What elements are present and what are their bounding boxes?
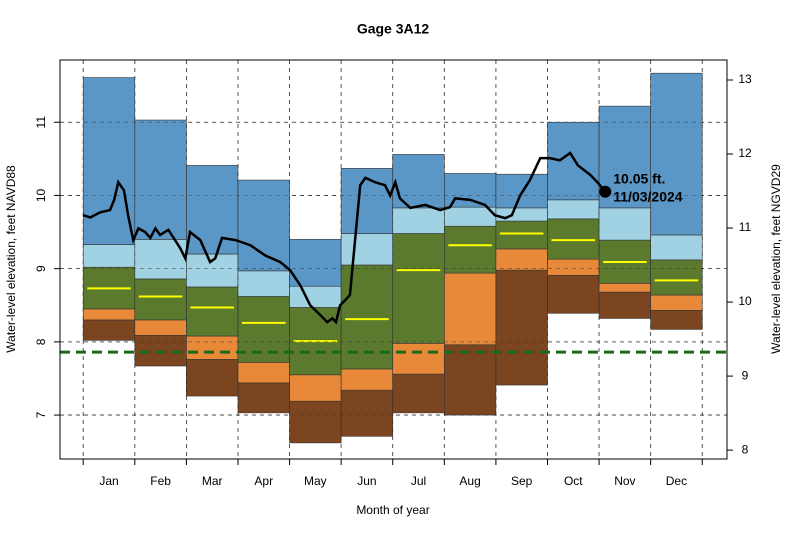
x-tick-label: Mar [202,474,223,488]
percentile-band [289,285,342,308]
y-tick-label: 10 [34,188,48,202]
percentile-band [547,274,600,314]
plot-area: 10.05 ft. 11/03/2024 7 8 9 10 11 8 9 10 11 12 13 Jan F… [34,59,752,488]
percentile-band [237,382,290,414]
percentile-band [392,373,445,414]
x-tick-label: Oct [564,474,583,488]
y2-tick-label: 11 [739,220,752,234]
x-tick-label: Jan [99,474,118,488]
y-tick-label: 9 [34,265,48,272]
x-tick-label: Dec [666,474,687,488]
chart-title: Gage 3A12 [357,21,430,37]
x-tick-label: Feb [150,474,171,488]
percentile-band [82,244,136,268]
percentile-band [495,269,548,386]
percentile-band [340,233,394,266]
x-tick-label: Nov [614,474,635,488]
percentile-band [186,165,239,255]
percentile-band [340,368,394,391]
x-tick-label: Aug [459,474,480,488]
percentile-band [444,225,497,274]
annotation: 11/03/2024 [613,188,683,204]
percentile-band [82,319,136,341]
percentile-band [598,282,651,293]
percentile-band [392,233,445,344]
percentile-band [289,374,342,402]
percentile-band [598,291,651,319]
percentile-band [186,335,239,360]
plot-frame [59,59,728,460]
x-tick-label: Jun [357,474,376,488]
x-tick-label: Sep [511,474,533,488]
y2-tick-label: 8 [742,442,749,456]
percentile-band [134,278,187,321]
percentile-band [237,270,290,297]
y-axis-label: Water-level elevation, feet NAVD88 [4,165,18,353]
y-tick-label: 7 [34,411,48,418]
x-tick-label: May [304,474,327,488]
y2-tick-label: 9 [742,368,749,382]
percentile-band [650,294,703,311]
percentile-band [547,218,600,260]
percentile-band [650,234,703,261]
percentile-band [547,199,600,220]
percentile-band [186,359,239,397]
percentile-band [650,259,703,296]
percentile-band [186,253,239,288]
percentile-band [289,239,342,287]
percentile-band [547,121,600,201]
y2-tick-label: 12 [738,146,752,160]
daily-line [82,151,607,325]
x-tick-label: Jul [411,474,426,488]
y2-tick-label: 13 [738,72,752,86]
percentile-band [392,154,445,209]
y-tick-label: 8 [34,338,48,345]
percentile-band [82,77,136,245]
percentile-band [392,343,445,375]
y-tick-label: 11 [34,116,48,129]
percentile-band [444,206,497,227]
percentile-band [444,272,497,346]
x-tick-label: Apr [254,474,273,488]
percentile-band [444,344,497,416]
percentile-band [392,207,445,234]
y2-tick-label: 10 [738,294,752,308]
percentile-band [650,310,703,330]
percentile-band [289,400,342,444]
percentile-band [237,179,290,272]
percentile-band [82,308,136,321]
percentile-band [237,362,290,384]
percentile-band [340,389,394,437]
percentile-band [650,72,703,236]
percentile-band [547,258,600,276]
y2-axis-label: Water-level elevation, feet NGVD29 [769,164,783,354]
latest-point [599,185,612,198]
percentile-band [134,119,187,240]
percentile-band [598,207,651,241]
percentile-band [186,286,239,337]
percentile-band [495,207,548,222]
x-axis-label: Month of year [356,503,429,517]
percentile-band [134,319,187,336]
percentile-band [495,248,548,271]
percentile-band [495,220,548,250]
annotation: 10.05 ft. [613,170,665,186]
